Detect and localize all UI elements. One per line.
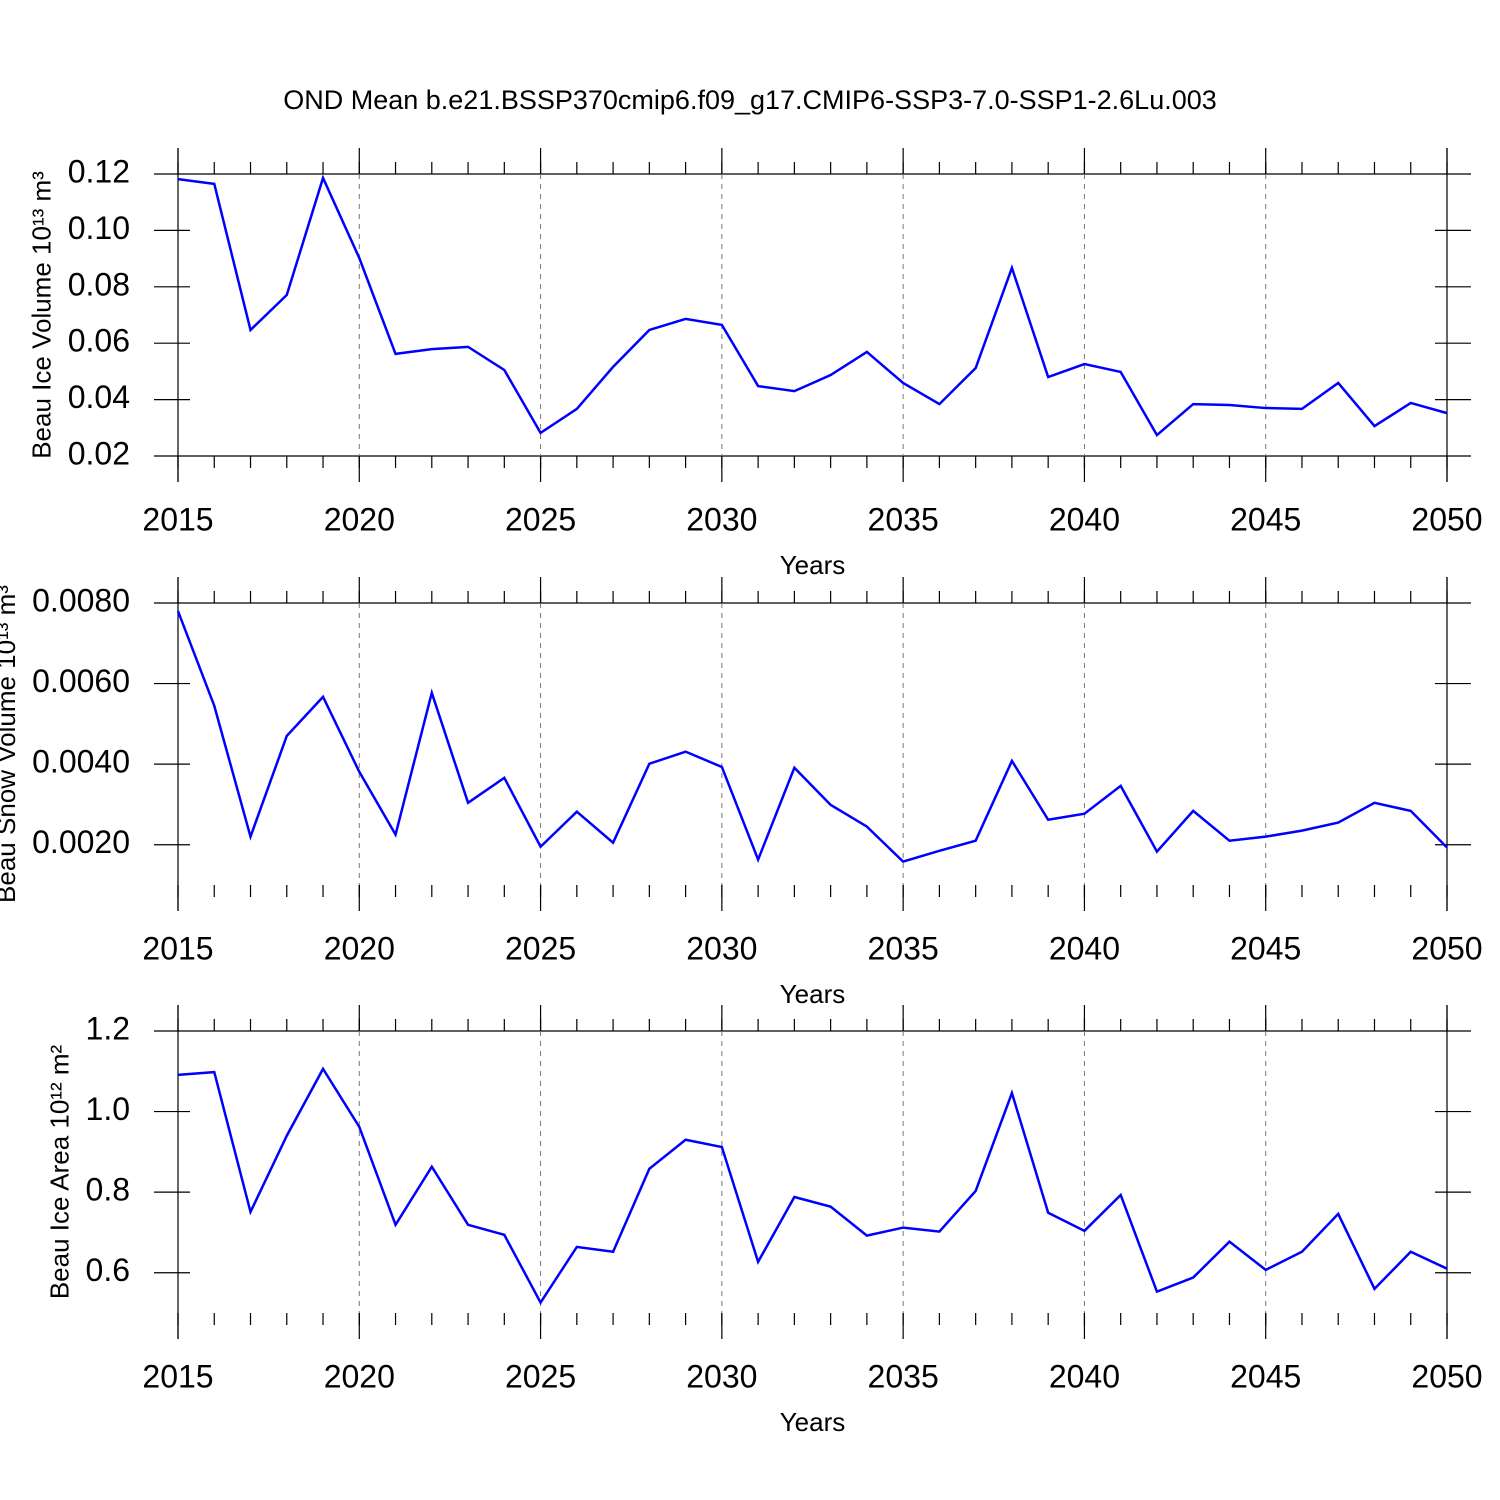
x-tick-label: 2035 bbox=[868, 1358, 939, 1394]
x-tick-label: 2025 bbox=[505, 930, 576, 966]
y-tick-label: 0.0020 bbox=[32, 824, 130, 860]
x-axis-label: Years bbox=[780, 979, 846, 1009]
y-tick-label: 0.06 bbox=[68, 323, 130, 359]
x-tick-label: 2015 bbox=[142, 930, 213, 966]
y-tick-label: 0.6 bbox=[86, 1252, 130, 1288]
x-tick-label: 2045 bbox=[1230, 930, 1301, 966]
x-tick-label: 2050 bbox=[1411, 930, 1482, 966]
x-tick-label: 2030 bbox=[686, 1358, 757, 1394]
y-axis-label: Beau Ice Volume 10¹³ m³ bbox=[27, 171, 57, 459]
y-tick-label: 0.12 bbox=[68, 153, 130, 189]
x-tick-label: 2050 bbox=[1411, 501, 1482, 537]
data-line bbox=[177, 1066, 1448, 1305]
x-tick-label: 2040 bbox=[1049, 501, 1120, 537]
y-axis-label: Beau Ice Area 10¹² m² bbox=[44, 1044, 74, 1299]
x-tick-label: 2035 bbox=[868, 930, 939, 966]
y-tick-label: 0.0080 bbox=[32, 582, 130, 618]
x-tick-label: 2025 bbox=[505, 1358, 576, 1394]
chart-title: OND Mean b.e21.BSSP370cmip6.f09_g17.CMIP… bbox=[283, 85, 1217, 115]
y-tick-label: 0.08 bbox=[68, 266, 130, 302]
y-tick-label: 0.8 bbox=[86, 1172, 130, 1208]
x-tick-label: 2035 bbox=[868, 501, 939, 537]
y-axis-label: Beau Snow Volume 10¹³ m³ bbox=[0, 585, 21, 903]
x-tick-label: 2015 bbox=[142, 501, 213, 537]
x-tick-label: 2020 bbox=[324, 501, 395, 537]
y-tick-label: 1.0 bbox=[86, 1091, 130, 1127]
x-tick-label: 2015 bbox=[142, 1358, 213, 1394]
x-tick-label: 2040 bbox=[1049, 930, 1120, 966]
x-tick-label: 2030 bbox=[686, 501, 757, 537]
x-axis-label: Years bbox=[780, 1407, 846, 1437]
x-tick-label: 2050 bbox=[1411, 1358, 1482, 1394]
x-tick-label: 2020 bbox=[324, 930, 395, 966]
y-tick-label: 0.04 bbox=[68, 379, 130, 415]
x-tick-label: 2040 bbox=[1049, 1358, 1120, 1394]
x-tick-label: 2045 bbox=[1230, 501, 1301, 537]
y-tick-label: 0.0040 bbox=[32, 744, 130, 780]
y-tick-label: 0.02 bbox=[68, 435, 130, 471]
y-tick-label: 0.0060 bbox=[32, 663, 130, 699]
data-line bbox=[176, 610, 1448, 864]
y-tick-label: 1.2 bbox=[86, 1010, 130, 1046]
x-axis-label: Years bbox=[780, 550, 846, 580]
x-tick-label: 2020 bbox=[324, 1358, 395, 1394]
y-tick-label: 0.10 bbox=[68, 210, 130, 246]
x-tick-label: 2030 bbox=[686, 930, 757, 966]
x-tick-label: 2045 bbox=[1230, 1358, 1301, 1394]
x-tick-label: 2025 bbox=[505, 501, 576, 537]
data-line bbox=[177, 174, 1448, 438]
